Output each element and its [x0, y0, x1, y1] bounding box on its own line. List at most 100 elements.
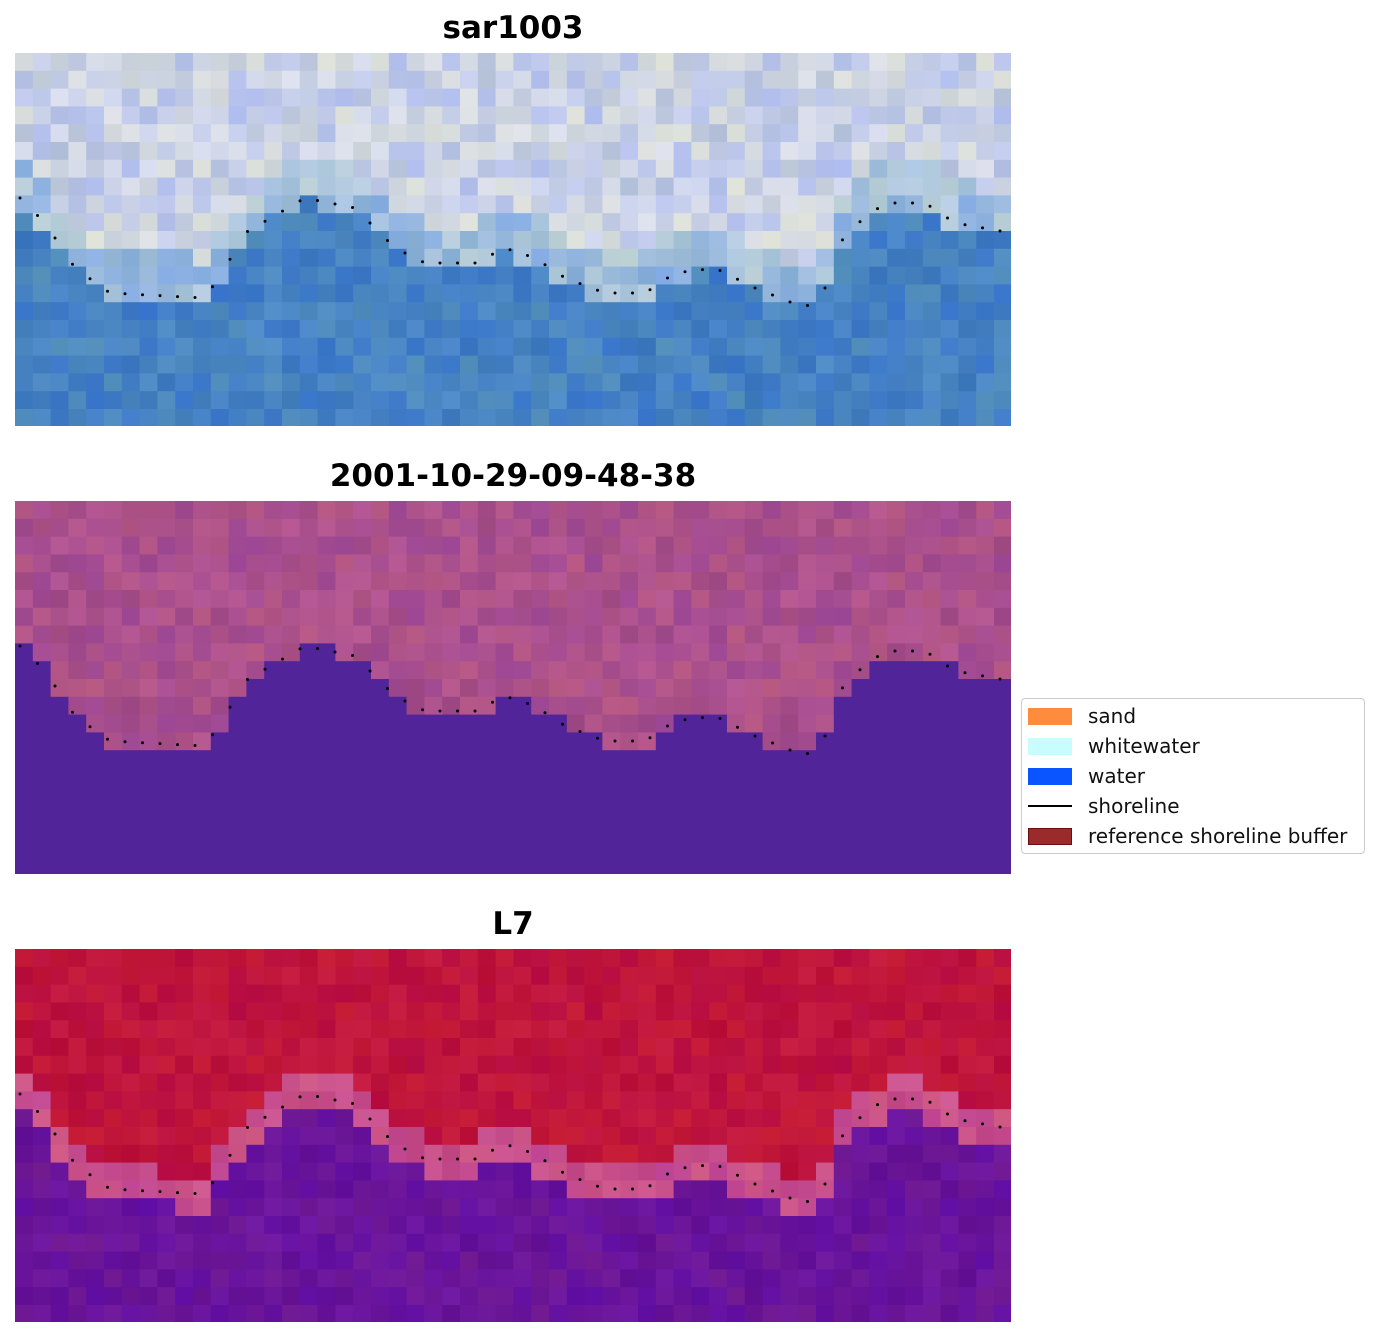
- image-pixel: [744, 768, 764, 787]
- image-pixel: [299, 159, 319, 179]
- image-pixel: [994, 1038, 1011, 1057]
- image-pixel: [744, 536, 764, 555]
- image-pixel: [32, 266, 52, 285]
- image-pixel: [531, 1216, 550, 1235]
- image-pixel: [68, 1038, 87, 1057]
- image-pixel: [922, 625, 942, 644]
- image-pixel: [442, 1198, 461, 1217]
- image-pixel: [246, 248, 265, 268]
- image-pixel: [15, 661, 34, 680]
- image-pixel: [388, 391, 408, 410]
- shoreline-dot: [543, 711, 547, 715]
- image-pixel: [264, 266, 283, 285]
- image-pixel: [905, 88, 924, 107]
- image-pixel: [335, 1127, 354, 1146]
- image-pixel: [620, 124, 639, 143]
- image-pixel: [406, 124, 425, 143]
- image-pixel: [193, 625, 212, 644]
- shoreline-dot: [386, 1135, 389, 1138]
- image-pixel: [121, 625, 141, 644]
- image-pixel: [727, 88, 746, 107]
- image-pixel: [851, 1233, 870, 1253]
- image-pixel: [922, 803, 942, 822]
- image-pixel: [424, 373, 443, 392]
- image-pixel: [32, 554, 52, 573]
- image-pixel: [15, 1055, 34, 1075]
- image-pixel: [976, 1038, 995, 1057]
- image-pixel: [406, 391, 425, 410]
- shoreline-dot: [211, 1181, 214, 1185]
- image-pixel: [335, 1305, 354, 1322]
- image-pixel: [246, 625, 265, 644]
- image-pixel: [513, 320, 532, 339]
- image-pixel: [620, 266, 639, 285]
- image-pixel: [709, 266, 728, 285]
- image-pixel: [638, 661, 657, 680]
- image-pixel: [709, 750, 728, 769]
- image-pixel: [940, 785, 959, 805]
- image-pixel: [691, 88, 710, 107]
- image-pixel: [460, 1216, 479, 1235]
- image-pixel: [549, 839, 568, 858]
- image-pixel: [477, 177, 497, 196]
- image-pixel: [922, 839, 942, 858]
- image-pixel: [744, 984, 764, 1003]
- image-pixel: [264, 302, 283, 321]
- image-pixel: [50, 70, 69, 90]
- image-pixel: [157, 1287, 176, 1306]
- image-pixel: [228, 1055, 247, 1075]
- image-pixel: [104, 768, 123, 787]
- image-pixel: [744, 337, 764, 357]
- image-pixel: [442, 142, 461, 161]
- image-pixel: [50, 949, 69, 968]
- image-pixel: [744, 391, 764, 410]
- image-pixel: [282, 821, 301, 840]
- image-pixel: [299, 1216, 319, 1235]
- image-pixel: [887, 231, 906, 250]
- image-pixel: [86, 391, 105, 410]
- image-pixel: [620, 1251, 639, 1270]
- image-pixel: [833, 732, 853, 751]
- image-pixel: [762, 266, 781, 285]
- image-pixel: [566, 554, 586, 573]
- image-pixel: [762, 536, 781, 555]
- image-pixel: [104, 231, 123, 250]
- image-pixel: [406, 1127, 425, 1146]
- image-pixel: [406, 142, 425, 161]
- shoreline-dot: [281, 1105, 284, 1109]
- image-pixel: [869, 1233, 888, 1253]
- image-pixel: [531, 714, 550, 733]
- image-pixel: [851, 501, 870, 520]
- image-pixel: [549, 391, 568, 410]
- image-pixel: [762, 1198, 781, 1217]
- image-pixel: [228, 373, 247, 392]
- image-pixel: [709, 195, 728, 214]
- image-pixel: [86, 106, 105, 125]
- image-pixel: [602, 1055, 621, 1075]
- shoreline-dot: [543, 1159, 547, 1163]
- image-pixel: [833, 1162, 853, 1181]
- image-pixel: [32, 839, 52, 858]
- image-pixel: [299, 803, 319, 822]
- image-pixel: [798, 106, 817, 125]
- image-pixel: [86, 785, 105, 805]
- image-pixel: [602, 1216, 621, 1235]
- image-pixel: [193, 142, 212, 161]
- image-pixel: [228, 195, 247, 214]
- image-pixel: [371, 785, 390, 805]
- image-pixel: [851, 142, 870, 161]
- image-pixel: [851, 355, 870, 374]
- image-pixel: [798, 1109, 817, 1128]
- image-pixel: [264, 1180, 283, 1199]
- image-pixel: [691, 177, 710, 196]
- image-pixel: [816, 1162, 835, 1181]
- image-pixel: [566, 607, 586, 627]
- image-pixel: [709, 1162, 728, 1181]
- image-pixel: [246, 1073, 265, 1092]
- image-pixel: [317, 1305, 336, 1322]
- shoreline-dot: [246, 1126, 249, 1129]
- image-pixel: [299, 284, 319, 303]
- image-pixel: [566, 501, 586, 520]
- image-pixel: [602, 501, 621, 520]
- image-pixel: [602, 124, 621, 143]
